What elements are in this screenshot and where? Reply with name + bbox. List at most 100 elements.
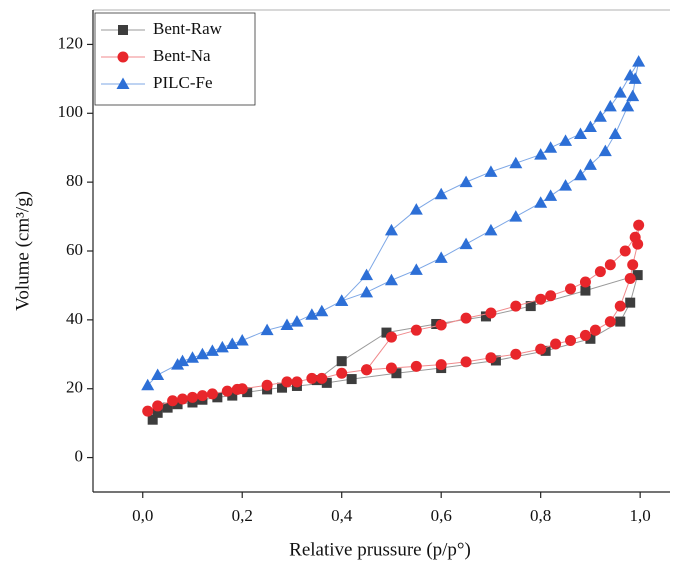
marker-square bbox=[490, 355, 501, 366]
marker-circle bbox=[196, 390, 208, 402]
marker-triangle bbox=[260, 323, 274, 336]
marker-triangle bbox=[176, 354, 190, 367]
marker-circle bbox=[629, 231, 641, 243]
y-tick-label: 100 bbox=[58, 102, 84, 121]
marker-circle bbox=[565, 335, 577, 347]
marker-square bbox=[615, 316, 626, 327]
marker-triangle bbox=[335, 294, 349, 306]
marker-circle bbox=[624, 273, 636, 285]
x-tick-label: 0,8 bbox=[530, 506, 551, 525]
marker-circle bbox=[535, 343, 547, 355]
marker-circle bbox=[142, 405, 154, 417]
x-axis-label: Relative prussure (p/p°) bbox=[289, 539, 471, 560]
marker-circle bbox=[579, 329, 591, 341]
marker-triangle bbox=[459, 237, 473, 250]
marker-triangle bbox=[534, 148, 548, 160]
marker-triangle bbox=[509, 210, 523, 222]
marker-square bbox=[212, 392, 223, 403]
marker-triangle bbox=[583, 120, 597, 133]
marker-circle bbox=[604, 259, 616, 271]
marker-square bbox=[580, 285, 591, 296]
x-tick-label: 0,0 bbox=[132, 506, 153, 525]
marker-circle bbox=[410, 360, 422, 372]
marker-square bbox=[147, 414, 158, 425]
marker-circle bbox=[460, 312, 472, 324]
marker-triangle bbox=[623, 68, 637, 81]
marker-triangle bbox=[384, 223, 398, 236]
y-tick-label: 40 bbox=[66, 309, 83, 328]
y-tick-label: 80 bbox=[66, 171, 83, 190]
marker-square bbox=[525, 301, 536, 312]
marker-circle bbox=[627, 259, 639, 271]
marker-square bbox=[391, 368, 402, 379]
marker-circle bbox=[545, 290, 557, 302]
marker-triangle bbox=[613, 86, 627, 98]
marker-triangle bbox=[484, 223, 498, 236]
marker-square bbox=[152, 407, 163, 418]
marker-circle bbox=[236, 383, 248, 395]
marker-square bbox=[118, 25, 128, 35]
marker-circle bbox=[385, 362, 397, 374]
marker-triangle bbox=[280, 318, 294, 331]
marker-triangle bbox=[225, 337, 239, 349]
marker-triangle bbox=[573, 168, 587, 181]
marker-circle bbox=[336, 367, 348, 379]
marker-square bbox=[346, 374, 357, 385]
marker-circle bbox=[550, 338, 562, 350]
marker-triangle bbox=[185, 351, 199, 363]
y-tick-label: 60 bbox=[66, 240, 83, 259]
marker-circle bbox=[221, 385, 233, 397]
series-line bbox=[147, 225, 640, 412]
legend-label: Bent-Raw bbox=[153, 19, 223, 38]
marker-triangle bbox=[573, 127, 587, 139]
marker-circle bbox=[614, 300, 626, 312]
y-tick-label: 0 bbox=[75, 446, 84, 465]
marker-triangle bbox=[632, 55, 646, 67]
marker-circle bbox=[177, 393, 189, 405]
legend-label: Bent-Na bbox=[153, 46, 211, 65]
marker-circle bbox=[281, 376, 293, 388]
marker-circle bbox=[604, 316, 616, 328]
marker-circle bbox=[589, 324, 601, 336]
marker-triangle bbox=[305, 308, 319, 320]
marker-triangle bbox=[509, 156, 523, 169]
y-tick-label: 120 bbox=[58, 33, 84, 52]
y-axis-label: Volume (cm³/g) bbox=[12, 191, 33, 311]
marker-triangle bbox=[360, 268, 374, 281]
marker-circle bbox=[579, 276, 591, 288]
x-tick-label: 1,0 bbox=[630, 506, 651, 525]
marker-square bbox=[585, 333, 596, 344]
marker-triangle bbox=[315, 304, 329, 317]
x-tick-label: 0,2 bbox=[232, 506, 253, 525]
marker-circle bbox=[485, 352, 497, 364]
marker-triangle bbox=[608, 127, 622, 139]
marker-square bbox=[625, 297, 636, 308]
marker-square bbox=[480, 311, 491, 322]
marker-square bbox=[227, 390, 238, 401]
y-tick-label: 20 bbox=[66, 378, 83, 397]
marker-circle bbox=[485, 307, 497, 319]
x-tick-label: 0,6 bbox=[431, 506, 452, 525]
marker-circle bbox=[316, 372, 328, 384]
marker-triangle bbox=[534, 196, 548, 208]
marker-square bbox=[632, 270, 643, 281]
marker-triangle bbox=[116, 77, 130, 89]
marker-circle bbox=[510, 348, 522, 360]
marker-triangle bbox=[559, 179, 573, 191]
marker-triangle bbox=[626, 89, 640, 102]
marker-square bbox=[381, 327, 392, 338]
marker-triangle bbox=[583, 158, 597, 170]
marker-circle bbox=[565, 283, 577, 295]
marker-triangle bbox=[434, 187, 448, 200]
x-tick-label: 0,4 bbox=[331, 506, 353, 525]
marker-triangle bbox=[290, 315, 304, 327]
marker-square bbox=[321, 377, 332, 388]
marker-square bbox=[162, 402, 173, 413]
marker-triangle bbox=[621, 99, 635, 112]
marker-circle bbox=[361, 364, 373, 376]
marker-circle bbox=[261, 379, 273, 391]
marker-circle bbox=[186, 391, 198, 403]
marker-circle bbox=[385, 331, 397, 343]
marker-triangle bbox=[559, 134, 573, 146]
